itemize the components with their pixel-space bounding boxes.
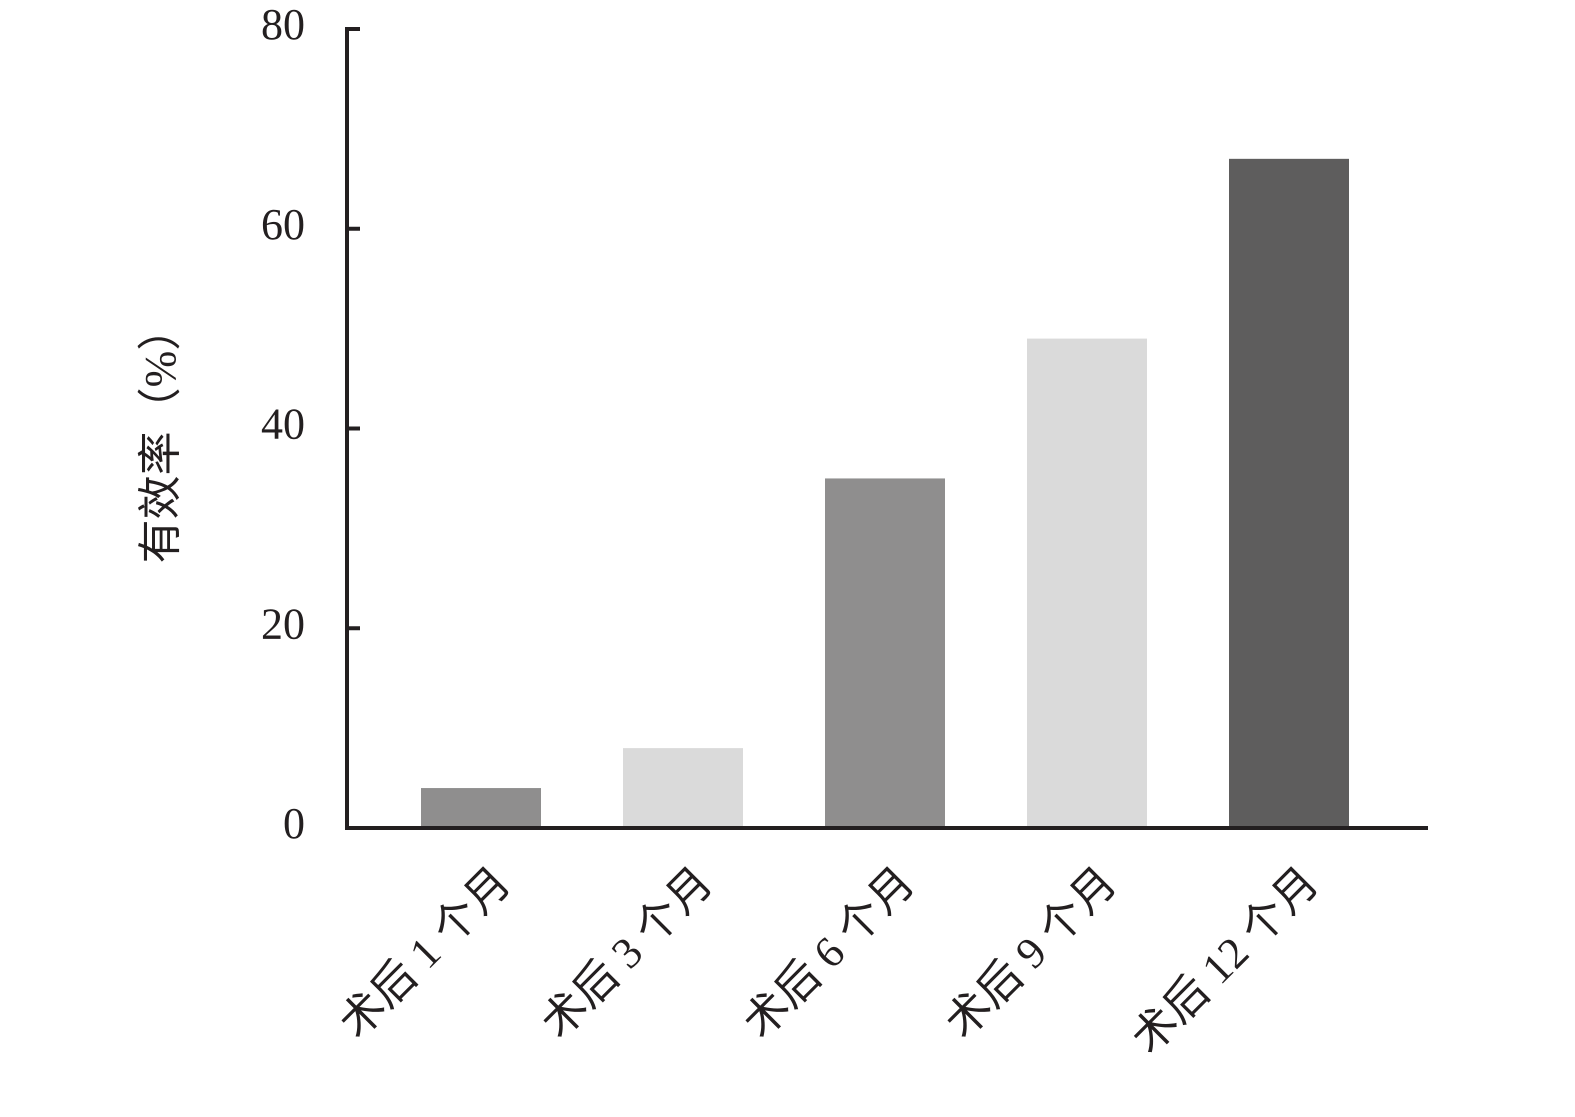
y-tick-label: 0 (283, 799, 305, 848)
bar (825, 478, 945, 828)
bar (421, 788, 541, 828)
y-axis-label: 有效率（%） (136, 307, 185, 564)
x-tick-label: 术后 12 个月 (1122, 858, 1328, 1064)
bar (1027, 338, 1147, 828)
y-tick-label: 40 (261, 400, 305, 449)
bar (623, 748, 743, 828)
x-tick-label: 术后 1 个月 (330, 858, 520, 1048)
y-tick-label: 80 (261, 0, 305, 49)
y-tick-label: 20 (261, 599, 305, 648)
x-tick-label: 术后 3 个月 (532, 858, 722, 1048)
x-tick-label: 术后 6 个月 (734, 858, 924, 1048)
x-tick-label: 术后 9 个月 (936, 858, 1126, 1048)
bar (1229, 158, 1349, 828)
y-tick-label: 60 (261, 200, 305, 249)
